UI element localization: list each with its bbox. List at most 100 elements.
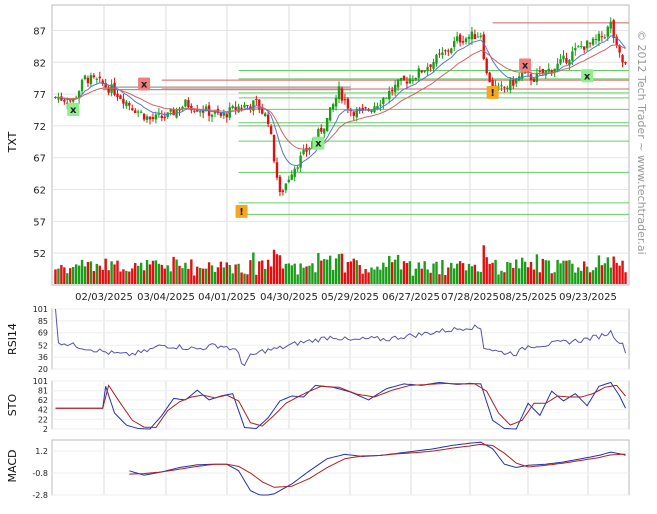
volume-bar xyxy=(190,259,193,284)
volume-bar xyxy=(482,245,485,284)
candle-body xyxy=(520,73,524,79)
candle-body xyxy=(334,98,338,107)
candle-body xyxy=(320,127,323,132)
volume-bar xyxy=(556,259,559,284)
volume-bar xyxy=(600,265,604,284)
volume-bar xyxy=(423,261,426,284)
volume-bar xyxy=(334,258,338,284)
volume-bar xyxy=(426,269,429,284)
candle-body xyxy=(388,90,391,100)
volume-bar xyxy=(228,265,231,284)
candle-body xyxy=(396,79,400,88)
indicator-tick-label: 101 xyxy=(33,305,48,314)
candle-body xyxy=(470,31,474,40)
price-tick-label: 87 xyxy=(33,26,46,37)
candle-body xyxy=(571,51,574,61)
volume-bar xyxy=(243,273,246,284)
volume-bar xyxy=(402,261,406,284)
volume-bar xyxy=(104,258,107,284)
volume-bar xyxy=(122,269,125,284)
candle-body xyxy=(458,34,462,43)
volume-bar xyxy=(541,258,545,284)
volume-bar xyxy=(275,254,279,284)
volume-bar xyxy=(86,261,90,284)
volume-bar xyxy=(331,269,335,284)
candle-body xyxy=(337,86,341,100)
volume-bar xyxy=(74,264,78,284)
candle-body xyxy=(529,74,533,81)
volume-bar xyxy=(328,255,332,284)
candle-body xyxy=(293,168,296,178)
volume-bar xyxy=(323,258,326,284)
candle-body xyxy=(464,38,468,42)
candle-body xyxy=(184,99,187,107)
volume-bar xyxy=(302,267,305,284)
volume-bar xyxy=(435,261,438,284)
indicator-tick-label: 52 xyxy=(38,341,48,350)
candle-body xyxy=(535,72,539,82)
volume-bar xyxy=(187,268,190,284)
volume-bar xyxy=(438,274,441,284)
volume-bar xyxy=(458,261,462,284)
candle-body xyxy=(258,99,261,110)
candle-body xyxy=(393,84,397,92)
candle-body xyxy=(305,147,308,152)
candle-body xyxy=(151,117,155,120)
volume-bar xyxy=(411,275,415,284)
candle-body xyxy=(287,179,291,183)
volume-bar xyxy=(441,260,444,284)
volume-bar xyxy=(337,254,341,284)
indicator-tick-label: -0.8 xyxy=(32,469,48,478)
candle-body xyxy=(588,42,592,44)
volume-bar xyxy=(308,265,311,284)
candle-body xyxy=(281,190,285,193)
volume-bar xyxy=(293,263,296,284)
ma-short-line xyxy=(55,35,626,167)
volume-bar xyxy=(358,264,361,284)
volume-bar xyxy=(574,272,577,284)
candle-body xyxy=(390,90,394,92)
alert-marker: ! xyxy=(486,85,499,99)
candle-body xyxy=(541,68,545,74)
volume-bar xyxy=(467,263,471,284)
candle-body xyxy=(331,104,335,110)
volume-bar xyxy=(594,267,598,284)
signal-line xyxy=(129,443,626,488)
candle-body xyxy=(98,76,101,79)
candle-body xyxy=(326,117,329,131)
rsi-line xyxy=(55,308,626,367)
volume-bar xyxy=(432,263,435,284)
candle-body xyxy=(284,183,288,191)
indicator-tick-label: 36 xyxy=(38,353,48,362)
date-tick-label: 08/25/2025 xyxy=(499,292,557,303)
volume-bar xyxy=(553,272,556,284)
volume-bar xyxy=(464,270,468,284)
candle-body xyxy=(148,116,152,120)
candle-body xyxy=(515,78,518,84)
volume-bar xyxy=(588,272,592,284)
candle-body xyxy=(376,106,379,109)
volume-bar xyxy=(577,267,580,284)
candle-body xyxy=(145,116,149,120)
volume-bar xyxy=(145,260,149,284)
volume-bar xyxy=(287,263,291,284)
volume-bar xyxy=(547,260,550,284)
volume-bar xyxy=(142,270,146,284)
candle-body xyxy=(609,21,612,29)
candle-body xyxy=(263,113,267,117)
price-tick-label: 82 xyxy=(33,58,46,69)
volume-bar xyxy=(240,272,243,284)
price-tick-label: 77 xyxy=(33,90,46,101)
candle-body xyxy=(591,38,595,45)
candle-body xyxy=(83,75,87,80)
volume-bar xyxy=(157,263,161,284)
indicator-tick-label: 85 xyxy=(38,317,48,326)
candle-body xyxy=(603,37,607,39)
watermark: © 2012 Tech Trader ~ www.techtrader.ai xyxy=(635,30,648,255)
volume-bar xyxy=(550,273,553,284)
volume-bar xyxy=(603,263,607,284)
candle-body xyxy=(269,126,273,135)
volume-bar xyxy=(568,260,571,284)
candle-body xyxy=(163,116,166,118)
